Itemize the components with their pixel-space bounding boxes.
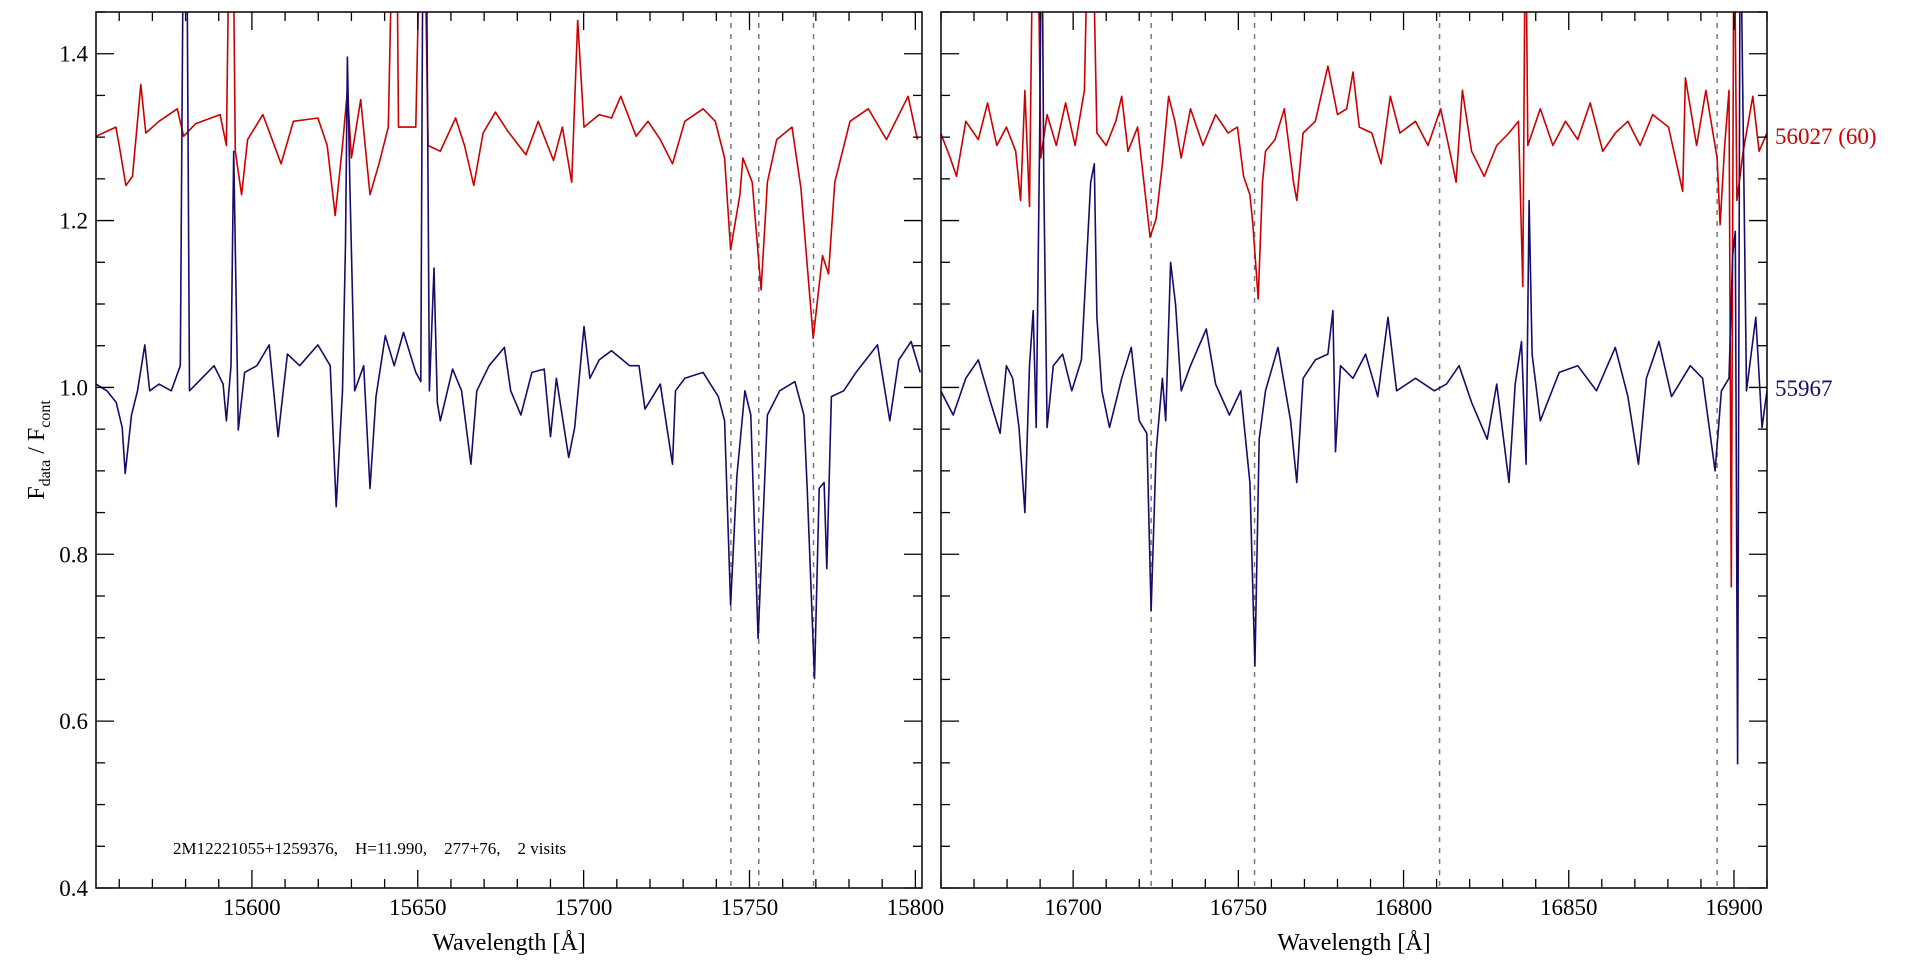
spectrum-line-blue [941,12,1767,765]
spectrum-line-blue [96,12,922,680]
y-tick-label: 1.4 [59,42,88,67]
y-tick-label: 0.8 [59,542,88,567]
y-tick-label: 0.6 [59,709,88,734]
x-tick-label: 16900 [1705,895,1763,920]
x-axis-title-right: Wavelength [Å] [1277,930,1430,956]
spectrum-line-red [941,12,1767,588]
x-tick-label: 15750 [721,895,779,920]
y-axis-title: Fdata / Fcont [24,400,54,500]
series-label-blue: 55967 [1775,376,1833,401]
plot-frame [95,11,923,889]
x-axis-title-left: Wavelength [Å] [432,930,585,956]
y-tick-label: 1.2 [59,209,88,234]
y-tick-label: 0.4 [59,876,88,901]
series-label-red: 56027 (60) [1775,124,1877,149]
x-tick-label: 16750 [1210,895,1268,920]
x-tick-label: 16850 [1540,895,1598,920]
left-panel: 15600 15650 15700 15750 15800 0.4 0.6 0.8 1.0 1.2… [59,11,945,920]
right-panel: 16700 16750 16800 16850 16900 [940,11,1768,920]
x-tick-label: 15700 [555,895,613,920]
spectrum-line-red [96,12,919,340]
y-tick-label: 1.0 [59,375,88,400]
plot-frame [940,11,1768,889]
x-tick-label: 16700 [1044,895,1102,920]
x-tick-label: 15600 [223,895,281,920]
star-annotation: 2M12221055+1259376, H=11.990, 277+76, 2 … [173,839,566,858]
x-tick-label: 15650 [389,895,447,920]
x-tick-label: 16800 [1375,895,1433,920]
x-tick-label: 15800 [887,895,945,920]
